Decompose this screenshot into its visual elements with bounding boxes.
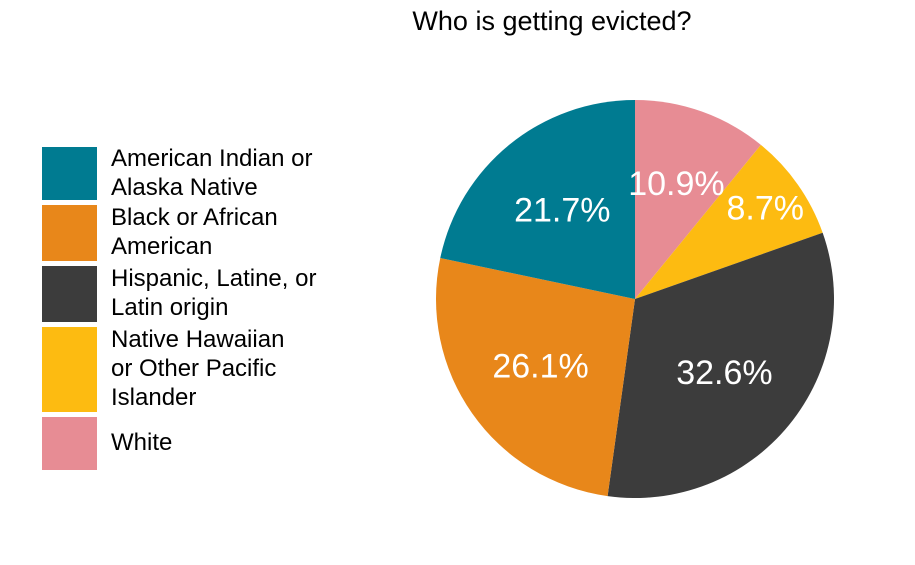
slice-value-label: 8.7% xyxy=(726,189,804,227)
legend-label: Native Hawaiian or Other Pacific Islander xyxy=(111,326,285,411)
legend-swatch xyxy=(42,147,97,200)
pie-slice xyxy=(635,100,761,299)
legend-label: White xyxy=(111,429,173,456)
slice-value-label: 10.9% xyxy=(628,165,724,203)
legend-label: Black or African American xyxy=(111,204,278,260)
legend-swatch xyxy=(42,417,97,470)
slice-value-label: 26.1% xyxy=(492,347,588,385)
pie-slice xyxy=(607,232,834,499)
legend-swatch xyxy=(42,266,97,322)
legend-swatch xyxy=(42,327,97,412)
legend-label: American Indian or Alaska Native xyxy=(111,145,313,201)
slice-value-label: 32.6% xyxy=(676,354,772,392)
pie-slice xyxy=(440,100,635,299)
legend-label: Hispanic, Latine, or Latin origin xyxy=(111,265,317,321)
pie-slice xyxy=(635,144,823,299)
legend-swatch xyxy=(42,205,97,261)
chart-title: Who is getting evicted? xyxy=(412,6,692,36)
pie-slice xyxy=(435,258,635,497)
slice-value-label: 21.7% xyxy=(514,191,610,229)
